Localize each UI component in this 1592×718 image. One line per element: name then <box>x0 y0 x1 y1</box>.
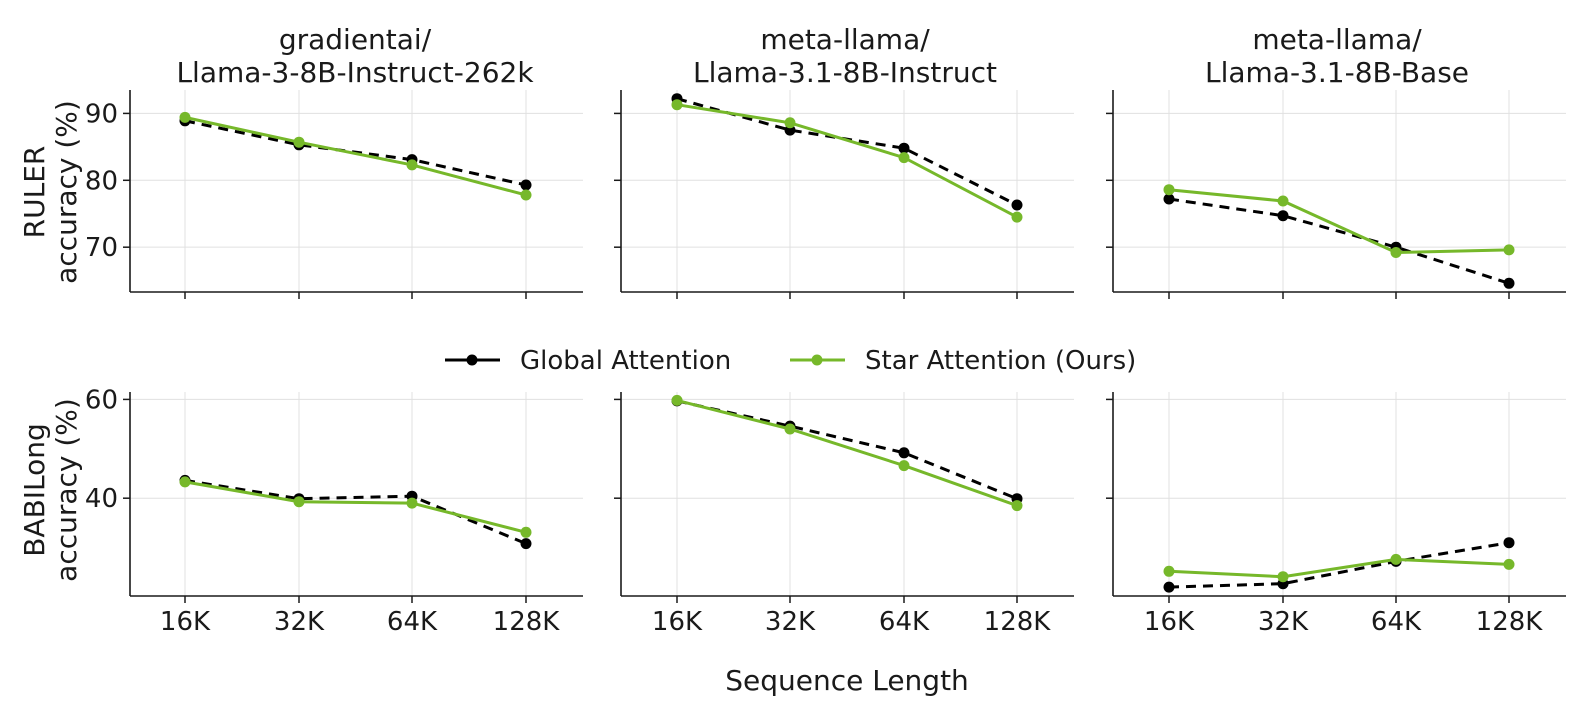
x-tick-label-3: 64K <box>879 607 930 637</box>
panel-r2-c1: 40 60 16K 32K 64K 128K <box>85 385 583 637</box>
data-point-global-attention-3 <box>898 142 910 154</box>
series-line-star-attention-ours <box>1168 557 1510 579</box>
x-tick-label-4: 128K <box>493 607 561 637</box>
x-tick-label-1: 16K <box>160 607 211 637</box>
data-point-star-attention-ours-3 <box>898 460 910 472</box>
y-tick-label-2: 80 <box>85 166 118 196</box>
column-title-3-line1: meta-llama/ <box>1252 23 1422 56</box>
x-tick-label-4: 128K <box>984 607 1052 637</box>
legend-marker-global-attention <box>466 354 478 366</box>
column-title-2-line2: Llama-3.1-8B-Instruct <box>693 56 997 89</box>
data-point-star-attention-ours-1 <box>179 111 191 123</box>
column-title-3-line2: Llama-3.1-8B-Base <box>1205 56 1469 89</box>
x-tick-label-3: 64K <box>1371 607 1422 637</box>
legend-label-star-attention: Star Attention (Ours) <box>865 346 1136 376</box>
data-point-star-attention-ours-4 <box>1011 500 1023 512</box>
data-point-global-attention-1 <box>1163 193 1175 205</box>
column-title-1-line1: gradientai/ <box>279 23 432 56</box>
panel-r2-c3: 16K 32K 64K 128K <box>1106 392 1566 637</box>
data-point-star-attention-ours-2 <box>293 136 305 148</box>
data-point-star-attention-ours-1 <box>179 476 191 488</box>
data-point-star-attention-ours-1 <box>1163 565 1175 577</box>
legend-label-global-attention: Global Attention <box>520 346 731 376</box>
data-point-star-attention-ours-2 <box>293 496 305 508</box>
x-tick-label-4: 128K <box>1476 607 1544 637</box>
series-line-star-attention-ours <box>676 103 1018 219</box>
column-title-1-line2: Llama-3-8B-Instruct-262k <box>176 56 534 89</box>
data-point-global-attention-1 <box>1163 581 1175 593</box>
data-point-global-attention-4 <box>1503 277 1515 289</box>
row-2-ylabel-line1: BABILong <box>18 423 51 557</box>
data-point-star-attention-ours-2 <box>784 117 796 129</box>
data-point-star-attention-ours-3 <box>406 159 418 171</box>
y-tick-label-2: 60 <box>85 385 118 415</box>
column-title-2-line1: meta-llama/ <box>760 23 930 56</box>
series-line-star-attention-ours <box>184 480 527 534</box>
panel-r1-c3 <box>1106 90 1566 299</box>
data-point-star-attention-ours-2 <box>1277 195 1289 207</box>
data-point-star-attention-ours-3 <box>1390 247 1402 258</box>
x-tick-label-1: 16K <box>652 607 703 637</box>
x-tick-label-2: 32K <box>1258 607 1309 637</box>
x-tick-label-1: 16K <box>1144 607 1195 637</box>
series-line-global-attention <box>676 399 1018 501</box>
data-point-star-attention-ours-3 <box>1390 553 1402 565</box>
data-point-star-attention-ours-3 <box>406 497 418 509</box>
y-tick-label-1: 40 <box>85 484 118 514</box>
data-point-global-attention-3 <box>898 447 910 459</box>
data-point-global-attention-4 <box>520 538 532 550</box>
y-tick-label-3: 90 <box>85 99 118 129</box>
panel-r1-c2 <box>614 90 1074 299</box>
data-point-star-attention-ours-4 <box>1503 558 1515 570</box>
series-line-global-attention <box>184 478 527 545</box>
series-line-star-attention-ours <box>184 115 527 197</box>
panels: 70 80 90 40 60 16K 32K 64K 128K 16K 32K 64K 128K 16K 3… <box>85 90 1566 637</box>
data-point-global-attention-4 <box>1503 537 1515 549</box>
data-point-global-attention-4 <box>520 179 532 191</box>
data-point-star-attention-ours-4 <box>1011 211 1023 223</box>
data-point-star-attention-ours-2 <box>784 423 796 435</box>
row-2-ylabel-line2: accuracy (%) <box>50 398 83 582</box>
x-tick-label-2: 32K <box>274 607 325 637</box>
data-point-global-attention-2 <box>1277 210 1289 222</box>
panel-r2-c2: 16K 32K 64K 128K <box>614 392 1074 637</box>
x-tick-label-2: 32K <box>765 607 816 637</box>
data-point-star-attention-ours-1 <box>671 99 683 111</box>
data-point-star-attention-ours-1 <box>1163 184 1175 196</box>
data-point-star-attention-ours-4 <box>520 526 532 538</box>
row-1-ylabel-line2: accuracy (%) <box>50 100 83 284</box>
x-tick-label-3: 64K <box>387 607 438 637</box>
panel-r1-c1: 70 80 90 <box>85 90 583 299</box>
series-line-star-attention-ours <box>676 398 1018 508</box>
data-point-star-attention-ours-3 <box>898 152 910 164</box>
data-point-global-attention-4 <box>1011 199 1023 211</box>
data-point-star-attention-ours-4 <box>1503 244 1515 256</box>
y-tick-label-1: 70 <box>85 233 118 263</box>
x-axis-label: Sequence Length <box>725 664 969 697</box>
series-line-global-attention <box>1168 541 1510 589</box>
series-line-star-attention-ours <box>1168 188 1510 255</box>
series-line-global-attention <box>1168 197 1510 285</box>
legend-marker-star-attention <box>811 354 823 366</box>
data-point-star-attention-ours-4 <box>520 189 532 201</box>
data-point-star-attention-ours-1 <box>671 394 683 406</box>
data-point-star-attention-ours-2 <box>1277 571 1289 583</box>
legend: Global Attention Star Attention (Ours) <box>445 346 1136 376</box>
row-1-ylabel-line1: RULER <box>18 146 51 239</box>
